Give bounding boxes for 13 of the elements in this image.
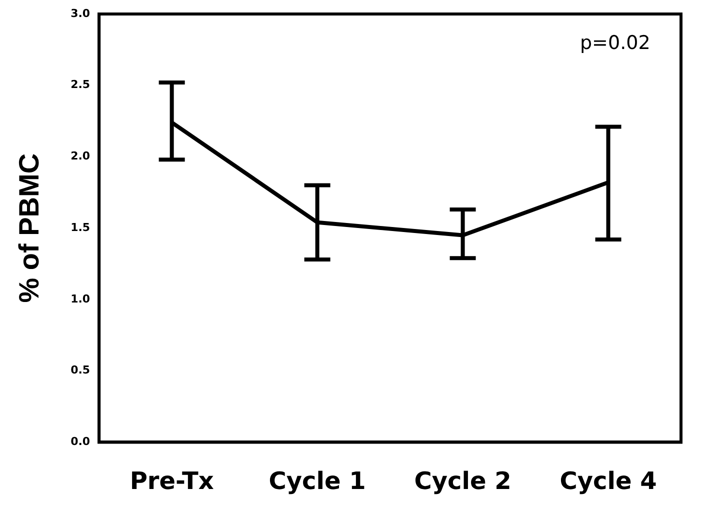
x-tick-label: Cycle 1 bbox=[268, 466, 366, 495]
y-tick-label: 0.0 bbox=[70, 435, 90, 448]
x-tick-label: Cycle 2 bbox=[414, 466, 512, 495]
y-tick-label: 1.5 bbox=[70, 220, 90, 234]
y-tick-label: 0.5 bbox=[70, 364, 90, 377]
y-axis-title: % of PBMC bbox=[14, 153, 45, 303]
y-tick-label: 1.0 bbox=[70, 292, 90, 306]
y-tick-label: 2.5 bbox=[70, 78, 90, 92]
annotation: p=0.02 bbox=[580, 32, 650, 54]
x-tick-label: Cycle 4 bbox=[560, 466, 657, 495]
y-tick-label: 2.0 bbox=[70, 150, 90, 163]
x-tick-label: Pre-Tx bbox=[130, 466, 214, 495]
y-tick-label: 3.0 bbox=[70, 6, 90, 20]
